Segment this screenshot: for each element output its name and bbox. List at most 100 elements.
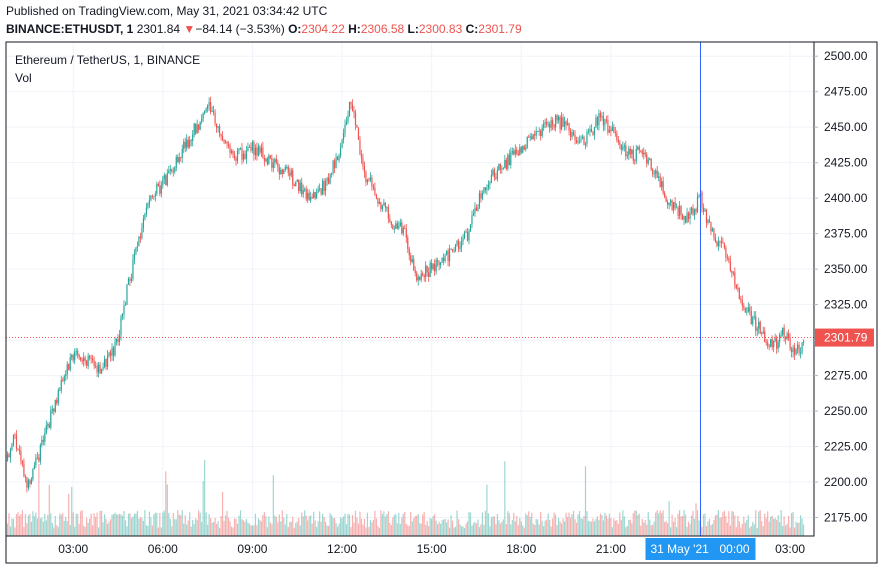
candle-body [144,213,146,219]
candle-body [307,192,309,200]
volume-bar [6,523,9,536]
volume-bar [599,513,602,536]
volume-bar [489,526,491,536]
volume-bar [11,518,13,536]
low-label: L: [407,22,419,36]
candle-body [339,148,342,156]
volume-bar [465,523,467,536]
candle-body [507,154,509,169]
volume-bar [193,523,195,536]
candle-body [731,270,733,274]
volume-bar [759,510,761,536]
volume-bar [280,521,282,536]
volume-bar [447,519,449,536]
candle-body [462,238,464,242]
volume-bar [319,511,321,536]
candle-body [154,193,156,197]
candle-body [74,351,76,361]
volume-bar [744,522,746,536]
candle-body [350,101,352,105]
candle-body [316,192,318,198]
volume-bar [53,527,55,536]
volume-bar [238,515,240,536]
volume-bar [314,520,316,536]
candle-body [205,108,207,111]
volume-bar [405,523,407,536]
volume-bar [558,517,560,536]
volume-bar [184,515,186,536]
volume-bar [448,527,451,536]
volume-bar [272,475,274,536]
volume-bar [221,492,224,536]
candles [6,96,805,493]
y-axis-ticks: 2175.002200.002225.002250.002275.002300.… [814,49,868,525]
volume-bar [377,526,379,536]
candle-body [440,262,442,266]
volume-bar [487,513,490,536]
candle-body [693,209,696,215]
candle-body [510,153,512,166]
y-tick-label: 2425.00 [824,156,868,170]
candle-body [767,342,769,347]
volume-bar [54,515,56,536]
volume-bar [563,521,566,536]
volume-bar [211,522,213,536]
volume-bar [353,522,355,536]
volume-bar [552,518,554,536]
candle-body [801,342,803,353]
volume-bar [259,519,261,536]
candle-body [705,209,708,223]
volume-bar [23,527,25,536]
volume-bar [338,523,340,536]
candle-body [218,126,221,134]
volume-bar [223,520,225,536]
candle-body [650,158,652,170]
volume-bar [208,514,210,536]
volume-bar [468,511,470,536]
volume-bar [705,526,708,536]
volume-bar [112,514,115,536]
last-price-badge-bg [815,328,874,347]
candle-body [738,287,740,299]
volume-bar [218,527,221,536]
candle-body [717,241,720,246]
candle-body [280,169,282,175]
volume-bar [205,512,207,536]
candle-body [541,127,543,136]
candle-body [308,192,310,201]
candle-body [453,250,455,252]
volume-bar [553,512,555,536]
volume-bar [151,525,153,536]
volume-bar [568,512,570,536]
candle-body [215,123,218,128]
candle-body [24,476,27,478]
volume-bar [508,513,510,536]
volume-bar [559,521,561,536]
volume-bar [572,510,575,536]
volume-bar [99,510,101,536]
volume-bar [634,510,636,536]
volume-bar [655,512,657,536]
volume-bar [108,521,110,536]
last-price-badge: 2301.79 [815,328,874,347]
volume-bar [743,516,745,536]
volume-bar [224,515,227,536]
candle-body [265,158,267,162]
candle-body [44,433,46,442]
volume-bar [15,514,18,536]
volume-bar [680,516,682,536]
volume-bar [764,513,766,536]
candle-body [622,147,624,150]
volume-bar [86,517,88,536]
volume-bar [235,518,237,536]
volume-bar [581,518,584,536]
candle-body [608,129,610,133]
candle-body [673,202,675,210]
candle-body [469,224,472,232]
volume-bar [713,519,715,536]
candle-body [351,104,354,112]
y-tick-label: 2250.00 [824,404,868,418]
volume-bar [18,515,21,536]
volume-bar [298,517,300,536]
